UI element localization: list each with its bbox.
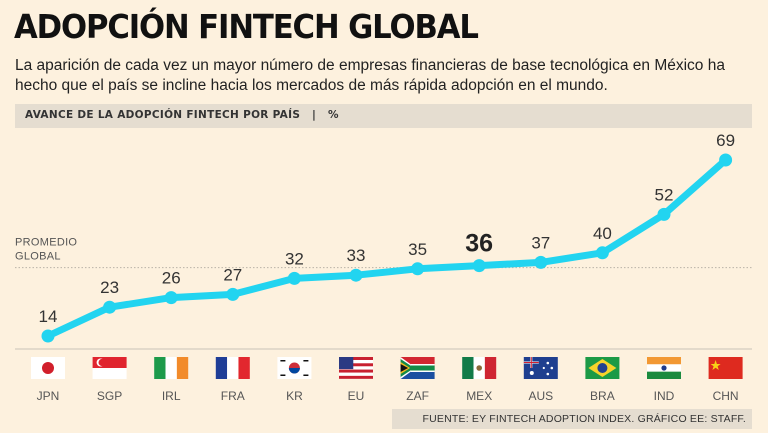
data-point [349,268,363,282]
data-point [226,287,240,301]
data-label: 52 [655,185,674,204]
series-line [44,156,730,340]
subtitle: La aparición de cada vez un mayor número… [15,57,725,94]
category-label: MEX [466,389,492,403]
average-label-line2: GLOBAL [15,251,61,263]
category-label: ZAF [406,389,429,403]
data-label: 32 [285,249,304,268]
category-label: SGP [97,389,122,403]
data-point [103,300,117,314]
data-point [287,271,301,285]
data-point [472,259,486,273]
france-flag-icon [215,357,250,379]
category-label: AUS [528,389,553,403]
global-average-reference: PROMEDIO GLOBAL [15,237,752,269]
brazil-flag-icon [585,357,620,379]
data-label: 40 [593,224,612,243]
japan-flag-icon [31,357,65,379]
data-labels: 14 23 26 27 32 33 35 36 37 40 52 69 [39,131,736,326]
south-africa-flag-icon [400,357,435,379]
country-flags [31,357,743,379]
mexico-flag-icon [462,357,497,379]
data-label: 36 [465,230,493,258]
data-point [534,255,548,269]
source-note: FUENTE: EY FINTECH ADOPTION INDEX. GRÁFI… [392,409,752,429]
category-label: IND [654,389,675,403]
section-header: AVANCE DE LA ADOPCIÓN FINTECH POR PAÍS |… [15,104,752,128]
data-label: 23 [100,278,119,297]
category-label: IRL [162,389,181,403]
section-header-label: AVANCE DE LA ADOPCIÓN FINTECH POR PAÍS |… [25,109,339,121]
data-label: 33 [347,246,366,265]
south-korea-flag-icon [277,357,312,379]
category-label: CHN [713,389,739,403]
india-flag-icon [647,357,681,379]
data-point [411,262,425,276]
category-label: EU [348,389,365,403]
data-point [41,329,55,343]
data-label: 26 [162,269,181,288]
data-point [164,291,178,305]
data-label: 69 [716,131,735,150]
singapore-flag-icon [92,357,127,379]
data-label: 37 [531,233,550,252]
data-point [657,207,671,221]
ireland-flag-icon [154,357,189,379]
data-point [719,153,733,167]
usa-flag-icon [339,357,373,379]
australia-flag-icon [523,357,558,379]
data-point [595,246,609,260]
data-label: 35 [408,240,427,259]
category-labels: JPN SGP IRL FRA KR EU ZAF MEX AUS BRA IND CHN [37,389,739,403]
data-points [41,153,733,343]
data-label: 27 [223,265,242,284]
data-label: 14 [39,307,58,326]
china-flag-icon [708,357,743,379]
category-label: JPN [37,389,60,403]
category-label: FRA [221,389,245,403]
category-label: BRA [590,389,615,403]
page-title: ADOPCIÓN FINTECH GLOBAL [14,7,479,46]
average-label-line1: PROMEDIO [15,237,77,249]
category-label: KR [286,389,303,403]
